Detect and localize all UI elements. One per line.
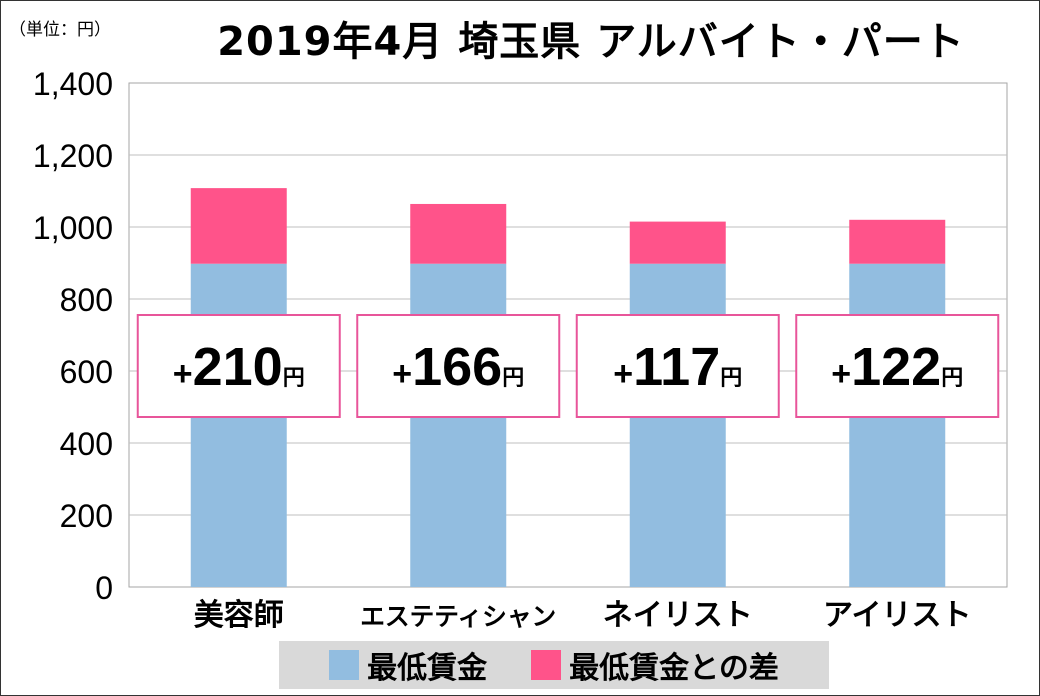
bar-diff [629, 221, 726, 264]
diff-sign: + [392, 355, 412, 393]
legend-item-base: 最低賃金 [329, 643, 487, 687]
y-tick-label: 200 [60, 498, 113, 534]
bar-chart: 02004006008001,0001,2001,400美容師+210円エステテ… [33, 66, 1008, 633]
diff-value: 166 [412, 337, 502, 397]
bar-diff [410, 203, 507, 264]
diff-callout-text: +122円 [831, 337, 963, 397]
diff-unit: 円 [502, 366, 524, 391]
y-tick-label: 1,200 [33, 138, 113, 174]
x-category-label: アイリスト [823, 598, 972, 633]
y-tick-label: 0 [95, 570, 113, 606]
bar-diff [849, 219, 946, 264]
diff-value: 117 [633, 337, 720, 397]
bar-diff [190, 188, 287, 264]
diff-sign: + [613, 355, 633, 393]
y-tick-label: 1,400 [33, 66, 113, 102]
diff-callout-box [136, 314, 341, 418]
diff-callout-box [795, 314, 1000, 418]
diff-unit: 円 [720, 366, 742, 391]
legend-label-base: 最低賃金 [367, 651, 488, 686]
x-category-label: エステティシャン [360, 602, 556, 631]
diff-unit: 円 [941, 366, 963, 391]
plot-area [128, 82, 1008, 588]
diff-callout-text: +117円 [613, 337, 742, 397]
x-category-label: ネイリスト [603, 598, 753, 633]
diff-sign: + [173, 355, 193, 393]
diff-unit: 円 [283, 366, 305, 391]
y-tick-label: 1,000 [33, 210, 113, 246]
bar-base [410, 263, 507, 587]
bar-base [849, 263, 946, 587]
legend-label-diff: 最低賃金との差 [569, 651, 779, 686]
legend-swatch-base [329, 650, 360, 680]
chart-title: 2019年4月 埼玉県 アルバイト・パート [217, 19, 965, 65]
y-tick-label: 600 [60, 354, 113, 390]
chart-legend: 最低賃金 最低賃金との差 [279, 641, 829, 689]
diff-callout-box [356, 314, 561, 418]
diff-callout-box [575, 314, 780, 418]
bar-base [629, 263, 726, 587]
bar-base [190, 263, 287, 587]
diff-callout-text: +166円 [392, 337, 524, 397]
diff-value: 122 [851, 337, 941, 397]
unit-label: （単位：円） [9, 20, 111, 40]
legend-swatch-diff [531, 650, 562, 680]
y-tick-label: 800 [60, 282, 113, 318]
legend-item-diff: 最低賃金との差 [531, 643, 779, 687]
x-category-label: 美容師 [194, 598, 284, 633]
y-tick-label: 400 [60, 426, 113, 462]
diff-sign: + [831, 355, 851, 393]
diff-callout-text: +210円 [173, 337, 305, 397]
diff-value: 210 [193, 337, 283, 397]
